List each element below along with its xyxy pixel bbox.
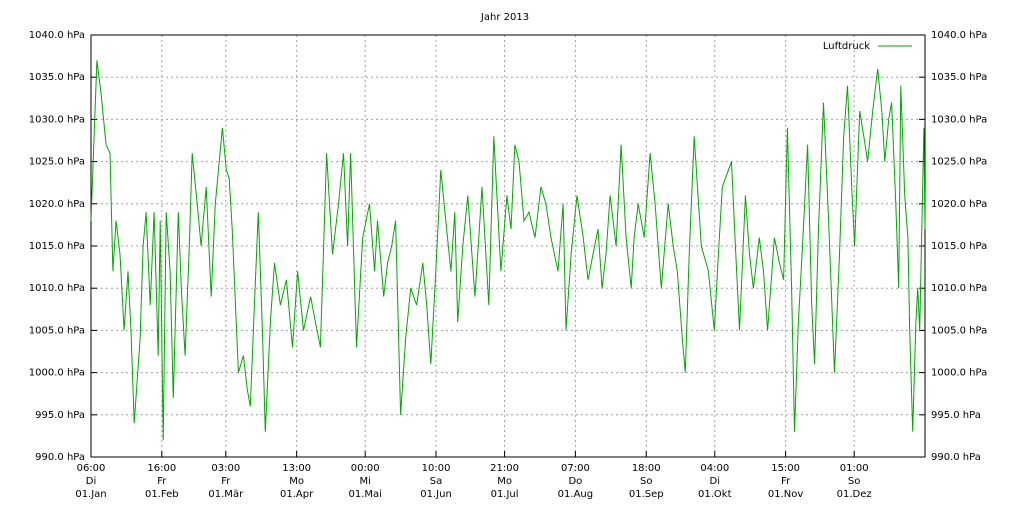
y-tick-label: 1025.0 hPa: [29, 157, 85, 168]
x-tick-label: 16:00 Fr 01.Feb: [145, 463, 179, 500]
y2-tick-label: 1020.0 hPa: [931, 199, 987, 210]
x-tick-label: 03:00 Fr 01.Mär: [208, 463, 244, 500]
y2-tick-label: 1035.0 hPa: [931, 72, 987, 83]
y-tick-label: 1005.0 hPa: [29, 325, 85, 336]
x-tick-label: 10:00 Sa 01.Jun: [420, 463, 452, 500]
chart-title: Jahr 2013: [480, 12, 529, 23]
y2-tick-label: 990.0 hPa: [931, 452, 981, 463]
y2-tick-label: 1025.0 hPa: [931, 157, 987, 168]
y-tick-label: 990.0 hPa: [35, 452, 85, 463]
y-tick-label: 1010.0 hPa: [29, 283, 85, 294]
x-tick-label: 01:00 So 01.Dez: [837, 463, 872, 500]
y-tick-label: 1030.0 hPa: [29, 114, 85, 125]
y2-tick-label: 1030.0 hPa: [931, 114, 987, 125]
x-tick-label: 06:00 Di 01.Jan: [75, 463, 106, 500]
y-tick-label: 995.0 hPa: [35, 410, 85, 421]
x-tick-label: 15:00 Fr 01.Nov: [768, 463, 804, 500]
y2-tick-label: 1005.0 hPa: [931, 325, 987, 336]
y-tick-label: 1035.0 hPa: [29, 72, 85, 83]
y2-tick-label: 1015.0 hPa: [931, 241, 987, 252]
legend-label: Luftdruck: [823, 41, 870, 52]
y2-tick-label: 1010.0 hPa: [931, 283, 987, 294]
y2-tick-label: 1000.0 hPa: [931, 368, 987, 379]
x-tick-label: 13:00 Mo 01.Apr: [280, 463, 314, 500]
x-tick-label: 18:00 So 01.Sep: [629, 463, 664, 500]
x-tick-label: 21:00 Mo 01.Jul: [490, 463, 519, 500]
x-tick-label: 04:00 Di 01.Okt: [698, 463, 732, 500]
y-tick-label: 1000.0 hPa: [29, 368, 85, 379]
data-line: [90, 60, 926, 441]
y-tick-label: 1040.0 hPa: [29, 30, 85, 41]
y-tick-label: 1015.0 hPa: [29, 241, 85, 252]
y2-tick-label: 995.0 hPa: [931, 410, 981, 421]
y-tick-label: 1020.0 hPa: [29, 199, 85, 210]
x-tick-label: 00:00 Mi 01.Mai: [348, 463, 381, 500]
x-tick-label: 07:00 Do 01.Aug: [558, 463, 593, 500]
y2-tick-label: 1040.0 hPa: [931, 30, 987, 41]
plot-frame: [90, 34, 926, 458]
